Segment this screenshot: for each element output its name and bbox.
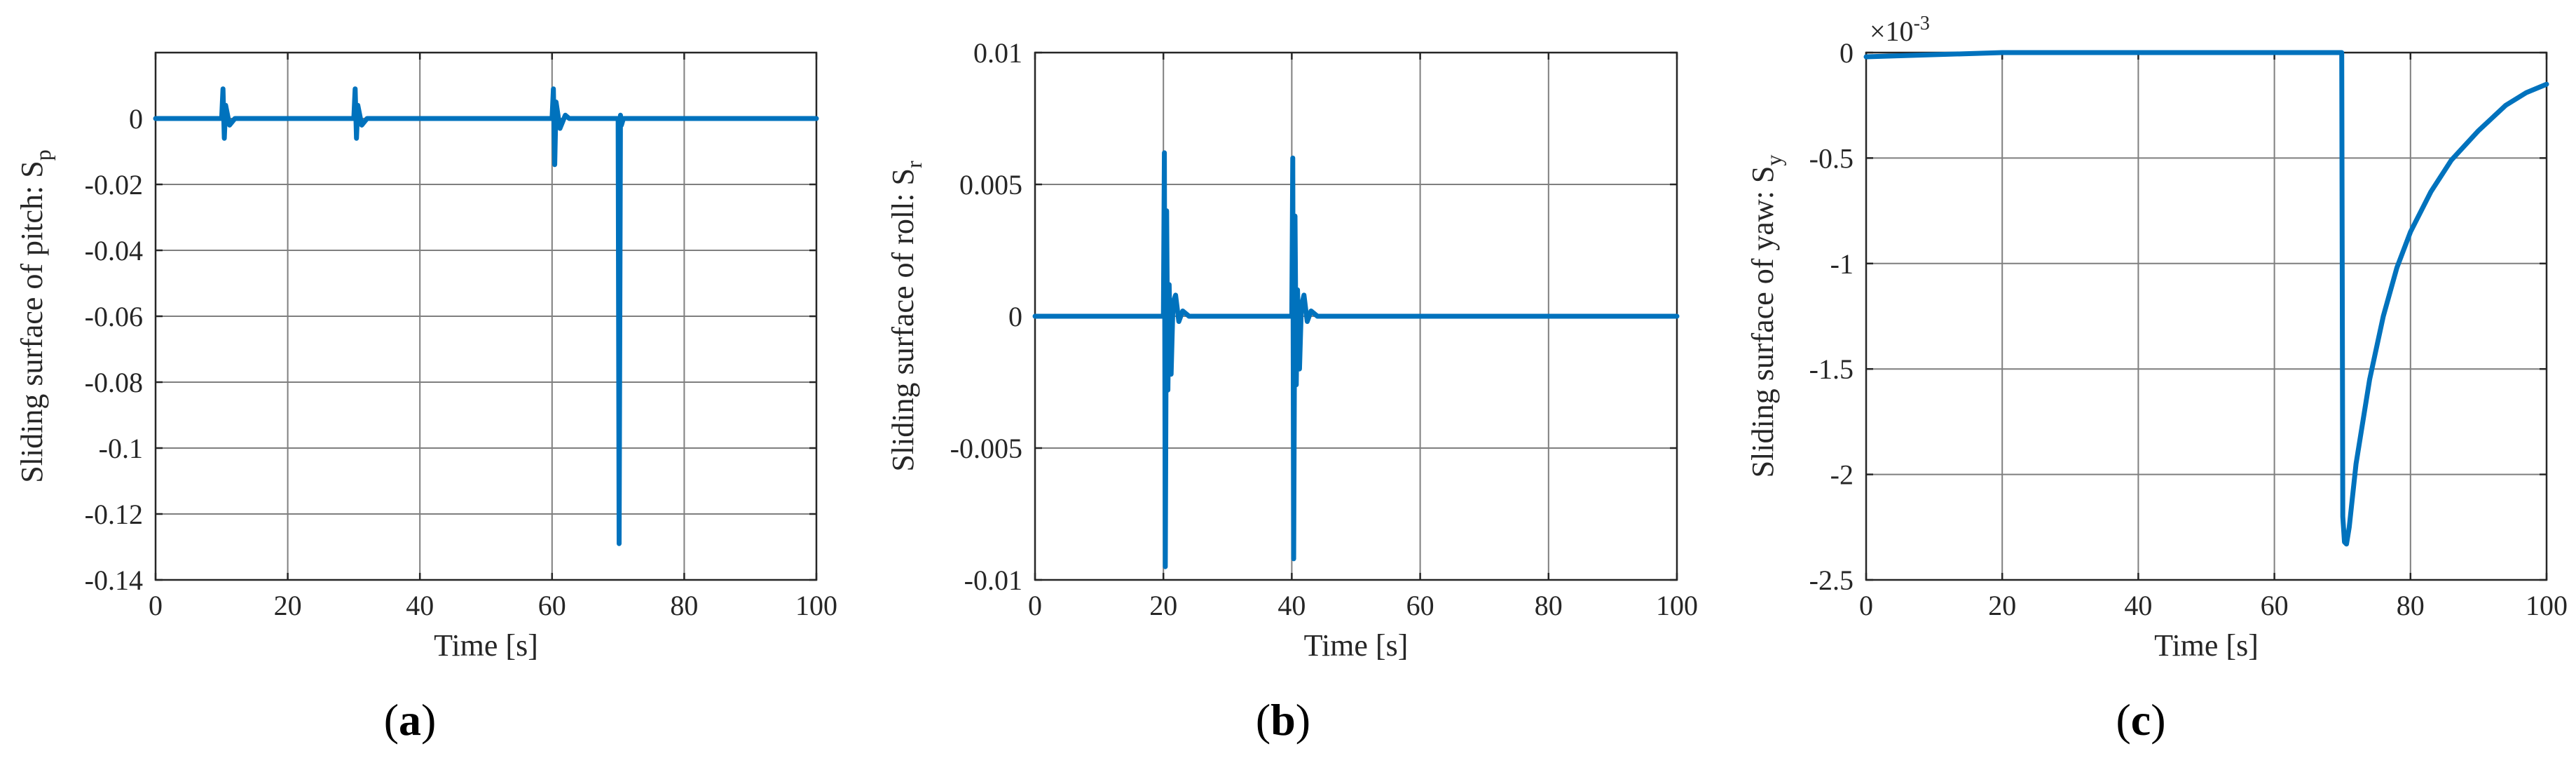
panel-a-x-tick-label: 40: [406, 590, 434, 621]
panel-c-x-tick-label: 40: [2124, 590, 2152, 621]
panel-b-y-axis-label: Sliding surface of roll: Sr: [886, 161, 926, 472]
panel-b-x-tick-label: 60: [1406, 590, 1434, 621]
panel-c-y-tick-label: -2: [1830, 459, 1854, 491]
panel-c-series-line: [1863, 50, 2549, 547]
panel-c-x-tick-label: 100: [2526, 590, 2568, 621]
panel-c-plot-area: [1865, 51, 2548, 581]
panel-b-y-tick-label: 0.01: [973, 37, 1022, 69]
panel-a-x-tick-label: 100: [795, 590, 837, 621]
panel-a-y-axis-label: Sliding surface of pitch: Sp: [15, 149, 55, 483]
panel-c-exponent-label: ×10-3: [1870, 13, 1930, 47]
panel-a-grid: [156, 53, 816, 580]
panel-c-y-tick-label: -1.5: [1809, 353, 1854, 385]
panel-c-x-tick-label: 80: [2397, 590, 2425, 621]
panel-b-y-tick-label: -0.005: [950, 433, 1022, 464]
panel-a-x-tick-label: 80: [670, 590, 698, 621]
panel-c-x-tick-label: 0: [1859, 590, 1873, 621]
panel-c-x-axis-label: Time [s]: [2154, 628, 2259, 663]
panel-b-ticks: 0 20 40 60 80 100 -0.01 -0.005 0 0.005 0.01: [950, 37, 1698, 621]
panel-b-label: (b): [1256, 695, 1310, 745]
panel-a-x-tick-label: 0: [149, 590, 163, 621]
panel-a-y-tick-label: -0.1: [99, 433, 143, 464]
panel-c-y-tick-label: -2.5: [1809, 564, 1854, 596]
panel-b-series-line: [1032, 150, 1680, 569]
panel-b-x-tick-label: 0: [1028, 590, 1042, 621]
panel-a-series-line: [153, 86, 819, 546]
panel-b-x-tick-label: 80: [1535, 590, 1563, 621]
panel-a-x-axis-label: Time [s]: [434, 628, 538, 663]
panel-a-y-tick-label: -0.04: [85, 235, 143, 266]
panel-c-y-tick-label: 0: [1839, 37, 1854, 69]
panel-c-y-tick-label: -0.5: [1809, 142, 1854, 174]
panel-a-label: (a): [384, 695, 437, 745]
panel-c-grid: [1866, 53, 2547, 580]
panel-c: 0 20 40 60 80 100 -2.5 -2 -1.5 -1 -0.5 0 ×10-3 Time…: [1746, 13, 2568, 745]
panel-a-y-tick-label: -0.08: [85, 367, 143, 398]
panel-a-x-tick-label: 60: [538, 590, 566, 621]
panel-a-y-tick-label: -0.06: [85, 301, 143, 332]
panel-a: 0 20 40 60 80 100 -0.14 -0.12 -0.1 -0.08 -0.06 -0.0…: [15, 51, 837, 745]
panel-a-ticks: 0 20 40 60 80 100 -0.14 -0.12 -0.1 -0.08 -0.06 -0.0…: [85, 53, 837, 621]
panel-b-x-axis-label: Time [s]: [1304, 628, 1409, 663]
panel-b-x-tick-label: 100: [1656, 590, 1698, 621]
panel-b: 0 20 40 60 80 100 -0.01 -0.005 0 0.005 0.01 Time […: [886, 37, 1698, 745]
panel-a-x-tick-label: 20: [274, 590, 302, 621]
panel-c-x-tick-label: 20: [1988, 590, 2016, 621]
panel-b-y-tick-label: -0.01: [964, 564, 1022, 596]
panel-a-y-tick-label: -0.14: [85, 564, 143, 596]
panel-c-x-tick-label: 60: [2261, 590, 2289, 621]
panel-a-y-tick-label: -0.02: [85, 169, 143, 201]
panel-c-ticks: 0 20 40 60 80 100 -2.5 -2 -1.5 -1 -0.5 0: [1809, 37, 2568, 621]
panel-c-y-tick-label: -1: [1830, 248, 1854, 280]
panel-c-y-axis-label: Sliding surface of yaw: Sy: [1746, 155, 1786, 478]
panel-c-label: (c): [2116, 695, 2165, 745]
panel-b-y-tick-label: 0.005: [959, 169, 1022, 201]
panel-b-y-tick-label: 0: [1008, 301, 1022, 332]
panel-a-y-tick-label: 0: [129, 103, 143, 135]
panel-a-y-tick-label: -0.12: [85, 499, 143, 530]
panel-b-x-tick-label: 40: [1277, 590, 1306, 621]
panel-b-x-tick-label: 20: [1149, 590, 1177, 621]
